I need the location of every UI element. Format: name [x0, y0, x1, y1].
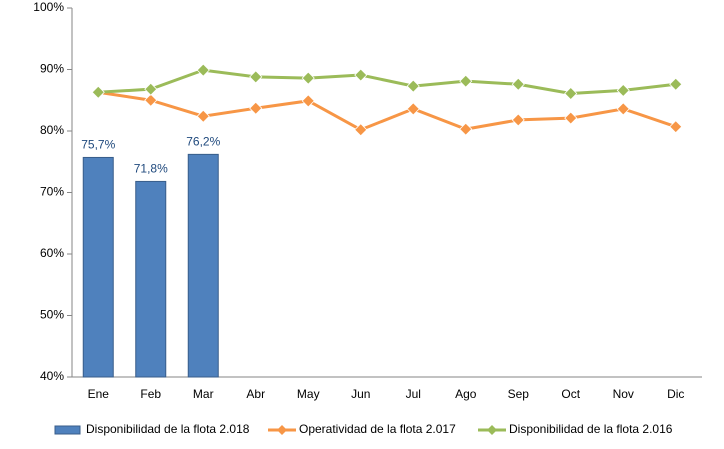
- bar: [82, 156, 114, 378]
- x-tick-label: Dic: [667, 387, 684, 401]
- line: [98, 90, 677, 132]
- x-tick-label: Jul: [406, 387, 421, 401]
- marker: [249, 70, 263, 84]
- marker: [354, 68, 368, 82]
- x-tick-label: Mar: [193, 387, 214, 401]
- marker: [511, 77, 525, 91]
- y-tick-label: 90%: [40, 62, 64, 76]
- y-tick-label: 80%: [40, 123, 64, 137]
- y-tick-label: 50%: [40, 308, 64, 322]
- bar: [187, 153, 219, 378]
- x-tick-label: Sep: [508, 387, 530, 401]
- x-tick-label: Jun: [351, 387, 370, 401]
- y-tick-label: 100%: [33, 0, 64, 14]
- legend-label: Disponibilidad de la flota 2.018: [86, 422, 250, 436]
- marker: [301, 94, 315, 108]
- legend-label: Disponibilidad de la flota 2.016: [509, 422, 673, 436]
- x-tick-label: Feb: [140, 387, 161, 401]
- marker: [144, 93, 158, 107]
- marker: [196, 109, 210, 123]
- marker: [196, 63, 210, 77]
- x-tick-label: Nov: [613, 387, 634, 401]
- x-tick-label: Ene: [88, 387, 110, 401]
- marker: [301, 71, 315, 85]
- marker: [459, 122, 473, 136]
- line: [98, 68, 676, 95]
- marker: [459, 74, 473, 88]
- legend-swatch: [54, 425, 81, 435]
- marker: [669, 120, 683, 134]
- legend-marker: [487, 425, 497, 435]
- marker: [669, 77, 683, 91]
- marker: [616, 102, 630, 116]
- y-tick-label: 70%: [40, 185, 64, 199]
- data-label: 75,7%: [81, 138, 115, 152]
- marker: [249, 101, 263, 115]
- x-tick-label: Oct: [561, 387, 580, 401]
- marker: [511, 113, 525, 127]
- marker: [406, 79, 420, 93]
- x-tick-label: Abr: [246, 387, 265, 401]
- x-tick-label: Ago: [455, 387, 477, 401]
- marker: [564, 111, 578, 125]
- marker: [144, 82, 158, 96]
- y-tick-label: 60%: [40, 246, 64, 260]
- marker: [564, 86, 578, 101]
- legend-marker: [277, 425, 287, 435]
- marker: [616, 83, 630, 97]
- marker: [91, 85, 105, 99]
- legend-label: Operatividad de la flota 2.017: [299, 422, 456, 436]
- bar: [135, 180, 167, 378]
- data-label: 71,8%: [134, 162, 168, 176]
- data-label: 76,2%: [186, 135, 220, 149]
- x-tick-label: May: [297, 387, 320, 401]
- marker: [354, 123, 368, 137]
- y-tick-label: 40%: [40, 369, 64, 383]
- marker: [406, 102, 420, 116]
